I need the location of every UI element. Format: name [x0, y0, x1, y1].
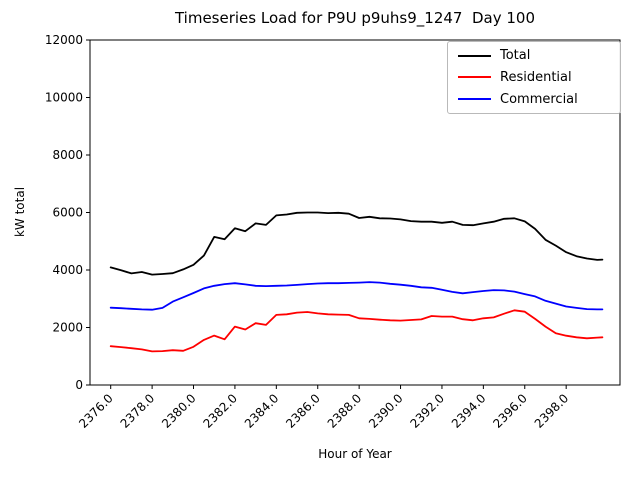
x-axis-label: Hour of Year [318, 447, 392, 461]
x-tick-label: 2376.0 [76, 391, 116, 431]
legend-item-commercial: Commercial [448, 93, 620, 106]
series-line-commercial [109, 281, 604, 311]
y-tick-label: 2000 [52, 321, 83, 335]
legend-label: Residential [500, 69, 572, 85]
x-tick-label: 2382.0 [200, 391, 240, 431]
legend: Total Residential Commercial [447, 41, 621, 114]
x-tick-label: 2380.0 [159, 391, 199, 431]
x-tick-label: 2384.0 [242, 391, 282, 431]
y-tick-label: 8000 [52, 148, 83, 162]
y-tick-label: 0 [75, 378, 83, 392]
x-tick-label: 2398.0 [532, 391, 572, 431]
x-tick-label: 2394.0 [449, 391, 489, 431]
legend-label: Commercial [500, 91, 578, 107]
legend-item-total: Total [448, 49, 620, 62]
x-tick-label: 2378.0 [118, 391, 158, 431]
y-tick-label: 12000 [45, 33, 83, 47]
legend-item-residential: Residential [448, 71, 620, 84]
y-tick-label: 4000 [52, 263, 83, 277]
x-tick-label: 2388.0 [325, 391, 365, 431]
legend-label: Total [500, 48, 531, 64]
y-tick-label: 6000 [52, 206, 83, 220]
x-tick-label: 2396.0 [490, 391, 530, 431]
legend-line-swatch-commercial [458, 98, 491, 101]
x-tick-label: 2392.0 [407, 391, 447, 431]
series-line-residential [109, 309, 604, 353]
legend-line-swatch-residential [458, 76, 491, 79]
legend-line-swatch-total [458, 54, 491, 57]
chart-title: Timeseries Load for P9U p9uhs9_1247 Day … [174, 9, 536, 27]
series-line-total [109, 211, 604, 276]
x-tick-label: 2390.0 [366, 391, 406, 431]
y-tick-label: 10000 [45, 91, 83, 105]
x-tick-label: 2386.0 [283, 391, 323, 431]
